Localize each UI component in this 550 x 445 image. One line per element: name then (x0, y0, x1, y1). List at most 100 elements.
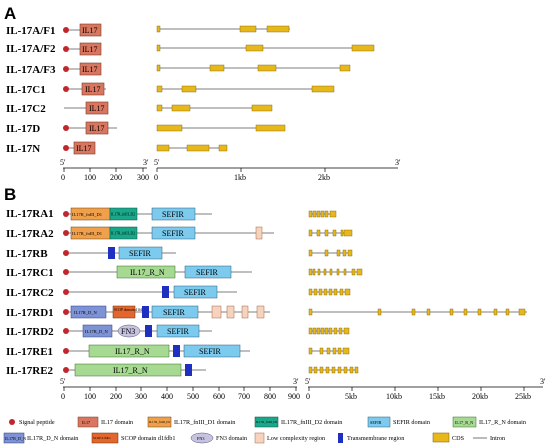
cds-exon (209, 64, 225, 72)
sefir-domain (156, 324, 200, 338)
cds-exon (255, 124, 286, 132)
cds-exon (313, 288, 318, 296)
domain-label: IL17R_fnIII_D1 (72, 212, 102, 217)
axis-tick: 400 (161, 392, 173, 401)
signal-peptide-marker (63, 328, 69, 334)
cds-exon (339, 64, 351, 72)
legend-il17rdn-swatch (3, 432, 25, 444)
cds-exon (351, 44, 375, 52)
cds-exon (343, 327, 350, 335)
cds-exon (312, 268, 316, 276)
domain-label: SEFIR (129, 249, 151, 258)
signal-peptide-marker (63, 250, 69, 256)
cds-exon (343, 366, 348, 374)
il17-domain (79, 42, 102, 56)
sefir-domain (151, 305, 199, 319)
cds-exon (354, 366, 359, 374)
low-complexity-region (241, 305, 249, 319)
protein-row: IL17 (63, 121, 117, 135)
axis-tick: 100 (84, 392, 96, 401)
gene-row (308, 268, 363, 276)
protein-row: IL17 (63, 23, 102, 37)
cds-exon (257, 64, 277, 72)
signal-peptide-marker (63, 348, 69, 354)
cds-exon (320, 327, 325, 335)
protein-axis-b: 5' 3' 0 100 200 300 400 500 600 700 800 … (60, 377, 300, 401)
il17r-fniii-d2-domain (109, 226, 138, 240)
cds-exon (426, 308, 431, 316)
transmembrane-region (162, 286, 169, 298)
legend-scop: SCOP domain d1fdb1 (121, 435, 175, 442)
cds-exon (356, 268, 363, 276)
legend-sefir: SEFIR domain (393, 419, 430, 426)
signal-peptide-marker (63, 46, 69, 52)
legend-lowc: Low complexity region (267, 435, 325, 442)
cds-exon (312, 210, 317, 218)
gene-name: IL-17RE1 (6, 346, 53, 358)
gene-rows-b (308, 210, 527, 374)
axis-tick: 5kb (345, 392, 357, 401)
cds-exon (324, 327, 329, 335)
axis-tick: 20kb (472, 392, 488, 401)
cds-exon (377, 308, 382, 316)
gene-name: IL-17RD2 (6, 326, 54, 338)
transmembrane-region (185, 364, 192, 376)
cds-exon (332, 229, 337, 237)
legend-fn1: IL17R_fnIII_D1 domain (174, 419, 235, 426)
legend-fn3-box-label: FN3 (197, 436, 204, 441)
gene-name: IL-17RA1 (6, 208, 54, 220)
cds-exon (308, 347, 313, 355)
signal-peptide-marker (63, 269, 69, 275)
cds-exon (156, 25, 161, 33)
cds-exon (347, 249, 353, 257)
gene-row (308, 327, 350, 335)
signal-peptide-marker (63, 367, 69, 373)
signal-peptide-marker (63, 125, 69, 131)
cds-exon (324, 249, 329, 257)
il17-domain-label: IL17 (89, 124, 105, 133)
protein-row: IL17 (63, 82, 106, 96)
panel-label-a: A (4, 4, 16, 23)
axis-tick: 900 (288, 392, 300, 401)
transmembrane-region (108, 247, 115, 259)
transmembrane-region (145, 325, 152, 337)
protein-row: SEFIR (63, 246, 176, 260)
cds-exon (312, 327, 317, 335)
il17-domain-label: IL17 (82, 65, 98, 74)
cds-exon (317, 268, 321, 276)
cds-exon (328, 327, 333, 335)
gene-name: IL-17C1 (6, 84, 46, 96)
axis-tick: 500 (187, 392, 199, 401)
cds-exon (340, 229, 344, 237)
signal-peptide-marker (63, 309, 69, 315)
cds-exon (319, 366, 324, 374)
domain-label: SEFIR (162, 210, 184, 219)
cds-exon (186, 144, 210, 152)
cds-exon (319, 347, 324, 355)
transmembrane-region (173, 345, 180, 357)
sefir-domain (151, 207, 196, 221)
cds-exon (308, 308, 313, 316)
legend-scop-box-label: SCOP d1fdb1 (93, 436, 111, 440)
domain-label: SEFIR (167, 327, 189, 336)
signal-peptide-marker (63, 211, 69, 217)
cds-exon (337, 366, 342, 374)
cds-exon (245, 44, 264, 52)
il17-domain-label: IL17 (76, 144, 92, 153)
gene-name: IL-17A/F3 (6, 64, 56, 76)
axis-tick: 200 (110, 392, 122, 401)
cds-exon (156, 144, 170, 152)
legend-sefir-box-label: SEFIR (370, 420, 382, 425)
cds-exon (316, 210, 321, 218)
cds-exon (181, 85, 197, 93)
legend-signal: Signal peptide (19, 419, 55, 426)
domain-label: IL17_R_N (130, 268, 165, 277)
cds-exon (308, 366, 313, 374)
gene-name: IL-17N (6, 143, 40, 155)
il17-r-n-domain (116, 265, 176, 279)
low-complexity-region (211, 305, 222, 319)
cds-exon (156, 64, 161, 72)
axis-end-label: 3' (293, 377, 299, 386)
domain-label: SEFIR (196, 268, 218, 277)
axis-end-label: 3' (540, 377, 546, 386)
